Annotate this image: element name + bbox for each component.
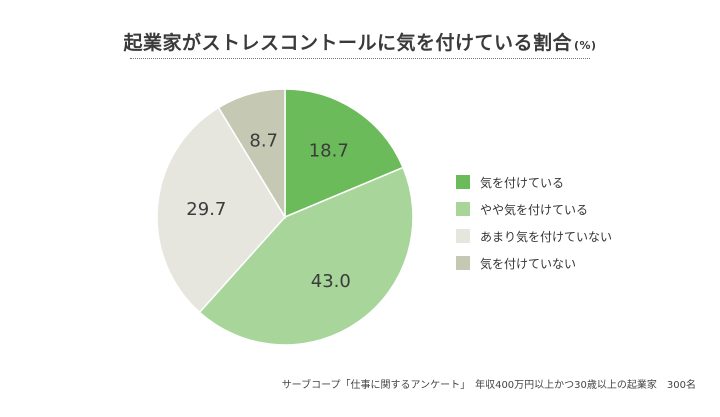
legend-item: やや気を付けている	[456, 200, 696, 218]
legend-item: 気を付けている	[456, 173, 696, 191]
source-note: サーブコープ「仕事に関するアンケート」 年収400万円以上かつ30歳以上の起業家…	[281, 380, 696, 391]
legend: 気を付けているやや気を付けているあまり気を付けていない 気を付けていない	[456, 173, 696, 281]
legend-item: あまり気を付けていない	[456, 227, 696, 245]
pie-value-label: 29.7	[186, 199, 226, 220]
pie-value-labels: 18.7 43.0 29.7 8.7	[186, 130, 351, 291]
legend-label: あまり気を付けていない	[480, 229, 613, 244]
legend-swatch	[456, 202, 470, 216]
chart-title: 起業家がストレスコントールに気を付けている割合 (%)	[0, 28, 720, 55]
pie-value-label: 8.7	[249, 130, 278, 151]
legend-label: 気を付けている	[480, 175, 565, 190]
legend-swatch	[456, 256, 470, 270]
legend-swatch	[456, 175, 470, 189]
legend-label: やや気を付けている	[480, 202, 589, 217]
pie-value-label: 43.0	[311, 271, 351, 292]
legend-item: 気を付けていない	[456, 254, 696, 272]
pie-slice	[198, 166, 414, 346]
legend-swatch	[456, 229, 470, 243]
pie-slices	[156, 88, 414, 346]
pie-slice	[217, 88, 286, 220]
title-divider	[130, 58, 590, 59]
legend-label: 気を付けていない	[480, 256, 577, 271]
chart-title-text: 起業家がストレスコントールに気を付けている割合	[123, 32, 572, 54]
chart-title-unit: (%)	[573, 39, 597, 52]
pie-slice	[156, 106, 286, 314]
pie-slice	[284, 88, 405, 219]
pie-value-label: 18.7	[309, 141, 349, 162]
